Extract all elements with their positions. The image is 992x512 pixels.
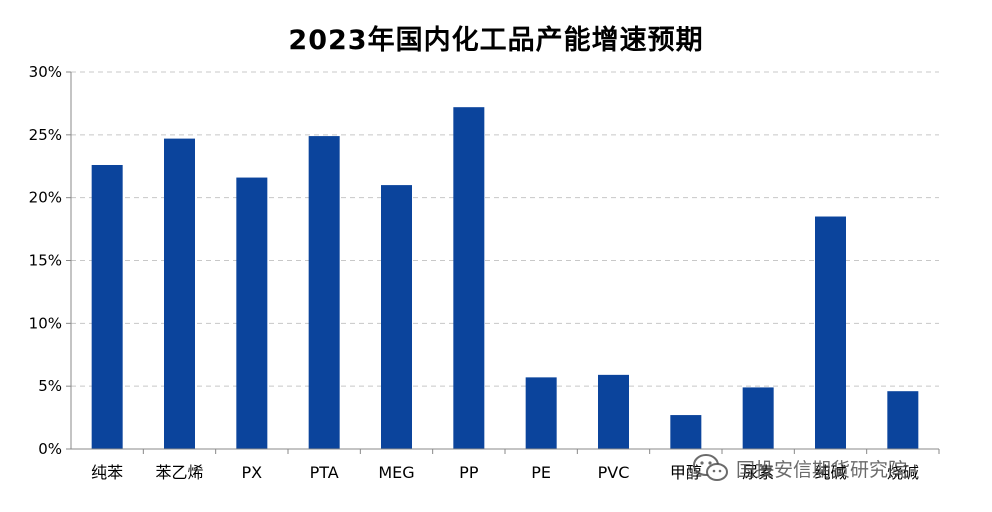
bar	[598, 374, 629, 449]
bar	[164, 138, 195, 449]
y-tick-label: 25%	[29, 126, 62, 144]
watermark-text: 国投安信期货研究院	[736, 458, 908, 481]
bar	[742, 387, 774, 449]
bar	[670, 415, 702, 449]
x-tick-label: PX	[242, 463, 263, 482]
x-tick-label: 纯碱	[814, 463, 846, 482]
bar	[887, 391, 919, 449]
x-tick-label: 苯乙烯	[155, 463, 203, 482]
y-tick-label: 0%	[38, 440, 62, 458]
x-tick-labels: 纯苯 苯乙烯 PX PTA MEG PP PE PVC 甲醇 尿素 纯碱 烧碱	[91, 463, 919, 482]
gridlines	[71, 71, 939, 387]
bar	[236, 177, 268, 449]
y-tick-label: 15%	[29, 252, 62, 270]
wechat-icon	[693, 454, 728, 481]
x-tick-label: PP	[459, 463, 479, 482]
x-tick-label: PTA	[310, 463, 339, 482]
x-tick-label: 尿素	[742, 463, 774, 482]
bar	[815, 216, 846, 449]
y-tick-labels: 0% 5% 10% 15% 20% 25% 30%	[29, 63, 62, 458]
x-tick-label: MEG	[378, 463, 414, 482]
y-tick-label: 5%	[38, 377, 62, 395]
x-tick-label: 烧碱	[887, 463, 919, 482]
y-tick-label: 20%	[29, 189, 62, 207]
bar	[91, 164, 123, 449]
bars	[91, 107, 919, 449]
bar	[308, 136, 340, 449]
x-tick-label: PVC	[598, 463, 630, 482]
y-tick-label: 10%	[29, 314, 62, 332]
bar	[453, 107, 485, 449]
axes	[66, 71, 940, 454]
bar	[525, 377, 557, 449]
x-tick-label: PE	[531, 463, 551, 482]
chart-title: 2023年国内化工品产能增速预期	[288, 25, 704, 56]
bar	[381, 185, 412, 449]
x-tick-label: 纯苯	[91, 463, 123, 482]
watermark: 国投安信期货研究院	[692, 452, 907, 484]
y-tick-label: 30%	[29, 63, 62, 81]
